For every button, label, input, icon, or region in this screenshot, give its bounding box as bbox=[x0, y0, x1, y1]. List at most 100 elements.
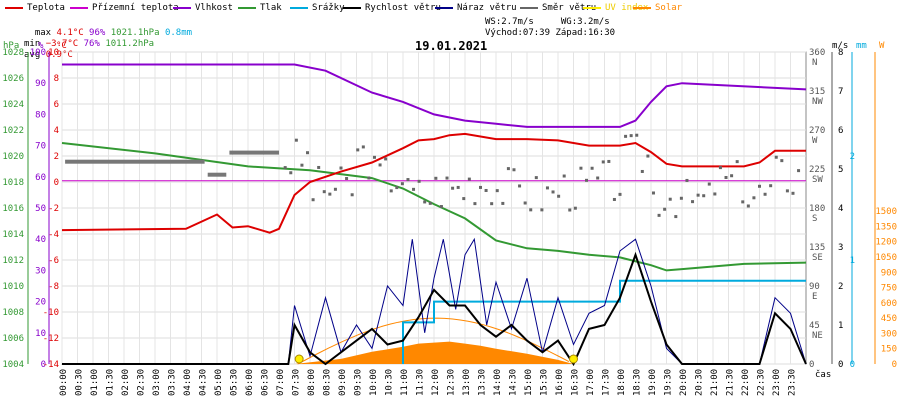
watt-tick: 600 bbox=[881, 299, 897, 309]
wind-direction-dot bbox=[289, 171, 293, 175]
watt-unit-label: W bbox=[879, 41, 885, 51]
legend-swatch bbox=[520, 6, 538, 9]
time-tick: 23:00 bbox=[772, 369, 782, 396]
wind-direction-dot bbox=[752, 196, 756, 200]
wind-direction-dot bbox=[434, 176, 438, 180]
wind-direction-dot bbox=[691, 200, 695, 204]
temperature-series bbox=[61, 132, 806, 234]
wind-direction-dot bbox=[640, 169, 644, 173]
time-tick: 04:00 bbox=[183, 369, 193, 396]
wind-speed-series bbox=[62, 251, 807, 367]
wind-direction-dot bbox=[601, 160, 605, 164]
wind-summary: WS:2.7m/s WG:3.2m/s Východ:07:39 Západ:1… bbox=[485, 17, 616, 38]
wind-direction-dot bbox=[607, 159, 611, 163]
wind-direction-dot bbox=[283, 166, 287, 170]
time-tick: 15:30 bbox=[540, 369, 550, 396]
direction-tick: 180 bbox=[809, 204, 825, 214]
time-tick: 17:30 bbox=[602, 369, 612, 396]
wind-direction-dot bbox=[562, 174, 566, 178]
percent-tick: 30 bbox=[35, 266, 46, 276]
wind-direction-dot bbox=[467, 177, 471, 181]
watt-tick: 150 bbox=[881, 345, 897, 355]
celsius-tick: -4 bbox=[48, 230, 59, 240]
legend-swatch bbox=[435, 6, 453, 9]
mm-tick: 0 bbox=[850, 360, 855, 370]
time-tick: 18:00 bbox=[617, 369, 627, 396]
percent-tick: 50 bbox=[35, 204, 46, 214]
mm-tick: 2 bbox=[850, 152, 855, 162]
time-tick: 21:00 bbox=[710, 369, 720, 396]
legend-swatch bbox=[583, 6, 601, 9]
wind-direction-dot bbox=[518, 184, 522, 188]
time-tick: 17:00 bbox=[586, 369, 596, 396]
time-tick: 02:00 bbox=[121, 369, 131, 396]
time-tick: 13:30 bbox=[478, 369, 488, 396]
watt-tick: 750 bbox=[881, 284, 897, 294]
sunset-marker bbox=[569, 354, 578, 364]
celsius-tick: 10 bbox=[48, 48, 59, 58]
celsius-tick: 4 bbox=[54, 126, 59, 136]
wind-direction-dot bbox=[328, 192, 332, 196]
wind-direction-dot bbox=[590, 166, 594, 170]
watt-tick: 900 bbox=[881, 268, 897, 278]
celsius-tick: 8 bbox=[54, 74, 59, 84]
percent-tick: 20 bbox=[35, 298, 46, 308]
wind-direction-dot bbox=[624, 134, 628, 138]
wind-direction-dot bbox=[378, 163, 382, 167]
wind-direction-dot bbox=[791, 191, 795, 195]
hpa-tick: 1008 bbox=[2, 308, 24, 318]
wind-direction-band bbox=[207, 172, 227, 177]
celsius-tick: -6 bbox=[48, 256, 59, 266]
wind-direction-dot bbox=[428, 201, 432, 205]
celsius-tick: -8 bbox=[48, 282, 59, 292]
celsius-unit-label: °C bbox=[56, 41, 67, 51]
legend-swatch bbox=[633, 6, 651, 9]
wind-direction-dot bbox=[741, 200, 745, 204]
hpa-tick: 1020 bbox=[2, 152, 24, 162]
ms-tick: 8 bbox=[838, 48, 843, 58]
stats-min: min −3.7°C 76% 1011.2hPa bbox=[24, 39, 155, 49]
time-tick: 20:00 bbox=[679, 369, 689, 396]
legend-item: Náraz větru bbox=[435, 3, 517, 13]
wind-direction-dot bbox=[395, 186, 399, 190]
legend-item: Přízemní teplota bbox=[70, 3, 179, 13]
time-tick: 11:00 bbox=[400, 369, 410, 396]
celsius-tick: -12 bbox=[43, 334, 59, 344]
wind-direction-dot bbox=[495, 189, 499, 193]
watt-tick: 1500 bbox=[875, 207, 897, 217]
wind-direction-dot bbox=[356, 148, 360, 152]
legend-item: Směr větru bbox=[520, 3, 596, 13]
celsius-tick: 2 bbox=[54, 152, 59, 162]
hpa-tick: 1028 bbox=[2, 48, 24, 58]
time-tick: 01:30 bbox=[106, 369, 116, 396]
time-tick: 23:30 bbox=[788, 369, 798, 396]
hpa-tick: 1022 bbox=[2, 126, 24, 136]
legend-item: Teplota bbox=[5, 3, 65, 13]
wind-direction-dot bbox=[663, 207, 667, 211]
hpa-tick: 1004 bbox=[2, 360, 24, 370]
time-tick: 04:30 bbox=[199, 369, 209, 396]
wind-direction-dot bbox=[512, 168, 516, 172]
wind-direction-dot bbox=[490, 202, 494, 206]
wind-direction-dot bbox=[730, 174, 734, 178]
legend-swatch bbox=[5, 6, 23, 9]
direction-letter: NE bbox=[812, 331, 823, 341]
time-tick: 07:30 bbox=[292, 369, 302, 396]
hpa-tick: 1026 bbox=[2, 74, 24, 84]
watt-tick: 1350 bbox=[875, 222, 897, 232]
percent-tick: 40 bbox=[35, 235, 46, 245]
legend-item: Vlhkost bbox=[173, 3, 233, 13]
percent-tick: 10 bbox=[35, 329, 46, 339]
celsius-tick: -10 bbox=[43, 308, 59, 318]
time-tick: 22:30 bbox=[757, 369, 767, 396]
ms-tick: 0 bbox=[838, 360, 843, 370]
direction-tick: 135 bbox=[809, 243, 825, 253]
wind-direction-dot bbox=[763, 192, 767, 196]
wind-direction-dot bbox=[551, 190, 555, 194]
hpa-tick: 1016 bbox=[2, 204, 24, 214]
time-tick: 19:00 bbox=[648, 369, 658, 396]
direction-tick: 0 bbox=[809, 360, 814, 370]
wind-direction-dot bbox=[646, 154, 650, 158]
direction-tick: 45 bbox=[809, 321, 820, 331]
time-tick: 05:00 bbox=[214, 369, 224, 396]
